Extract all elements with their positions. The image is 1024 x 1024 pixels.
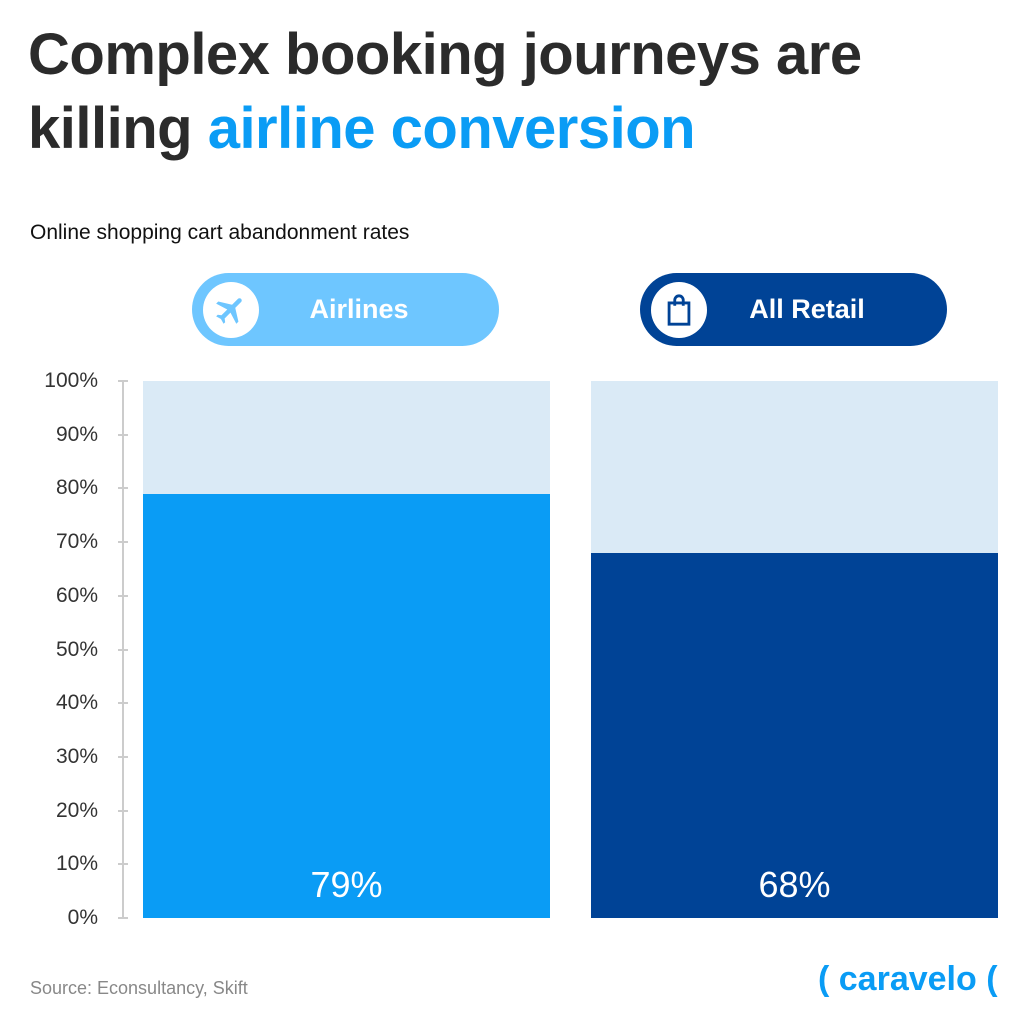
bar-all-retail: [591, 552, 998, 918]
y-tick-mark: [118, 541, 128, 544]
airplane-icon: [203, 281, 259, 338]
y-tick-label: 60%: [55, 583, 98, 607]
chart-subtitle: Online shopping cart abandonment rates: [30, 221, 410, 244]
y-tick-label: 80%: [55, 476, 98, 500]
y-tick-mark: [118, 380, 128, 382]
y-tick-mark: [118, 487, 128, 490]
bar-airlines: [143, 493, 550, 918]
y-tick-mark: [118, 594, 128, 597]
data-label: 79%: [310, 864, 383, 905]
legend-label: Airlines: [309, 294, 409, 324]
y-tick-label: 70%: [55, 530, 98, 554]
legend-label: All Retail: [749, 294, 865, 324]
y-tick-label: 0%: [67, 906, 98, 929]
y-tick-mark: [118, 917, 128, 919]
y-tick-label: 50%: [55, 637, 98, 661]
y-tick-mark: [118, 433, 128, 436]
y-tick-label: 90%: [55, 422, 98, 446]
y-tick-mark: [118, 755, 128, 758]
source-note: Source: Econsultancy, Skift: [30, 978, 248, 998]
y-tick-label: 10%: [55, 852, 98, 876]
y-tick-mark: [118, 702, 128, 705]
data-label: 68%: [758, 864, 831, 905]
y-tick-label: 30%: [55, 744, 98, 768]
legend-all-retail: All Retail: [640, 273, 947, 346]
chart-title: Complex booking journeys are killing airl…: [28, 22, 862, 161]
caravelo-logo: ( caravelo (: [818, 960, 998, 998]
y-tick-label: 20%: [55, 798, 98, 822]
legend-airlines: Airlines: [192, 273, 499, 346]
y-tick-mark: [118, 648, 128, 651]
y-tick-label: 100%: [44, 369, 98, 392]
y-tick-label: 40%: [55, 691, 98, 715]
y-tick-mark: [118, 863, 128, 866]
y-tick-mark: [118, 809, 128, 812]
shopping-bag-icon: [651, 281, 707, 338]
